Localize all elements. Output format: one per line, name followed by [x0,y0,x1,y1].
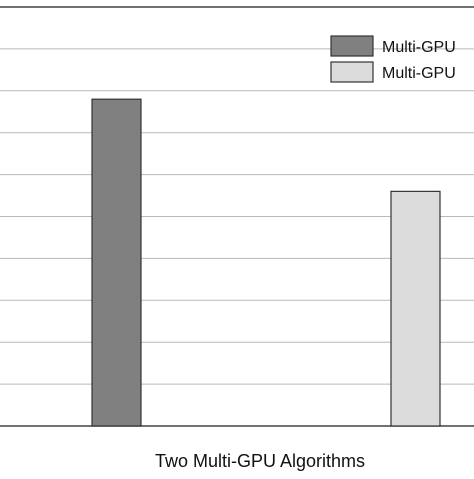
legend-item-1: Multi-GPU [330,35,456,57]
x-axis-label: Two Multi-GPU Algorithms [155,451,365,471]
legend-swatch-2 [330,61,374,83]
legend-item-2: Multi-GPU [330,61,456,83]
bar-1 [91,98,142,427]
legend-swatch-1 [330,35,374,57]
legend: Multi-GPU Multi-GPU [330,35,456,83]
legend-label-1: Multi-GPU [382,39,456,56]
bar-2 [390,190,441,427]
legend-label-2: Multi-GPU [382,65,456,82]
bars-layer [91,98,441,427]
grid-layer [0,48,474,385]
